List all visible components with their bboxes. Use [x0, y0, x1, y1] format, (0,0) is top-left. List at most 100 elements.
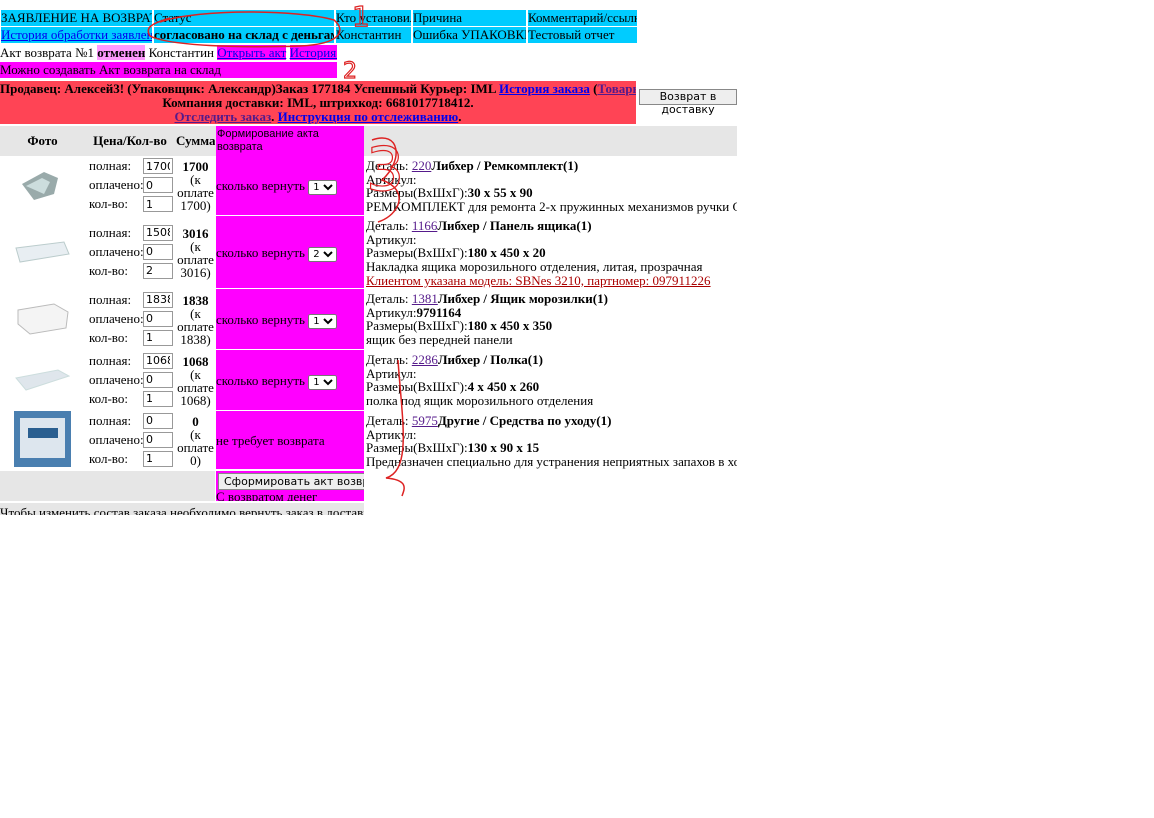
due-value: 1068 [180, 392, 207, 408]
return-cell: не требует возврата [216, 411, 364, 469]
paid-input[interactable] [143, 431, 173, 448]
qty-label: кол-во: [89, 329, 128, 345]
sizes-line: Размеры(ВхШхГ):180 x 450 x 350 [366, 319, 737, 333]
detail-line: Деталь: 5975Другие / Средства по уходу(1… [366, 414, 737, 428]
detail-line: Деталь: 1381Либхер / Ящик морозилки(1) [366, 292, 737, 306]
punct: ) [206, 392, 211, 408]
paid-input[interactable] [143, 243, 173, 260]
footer-note: Чтобы изменить состав заказа необходимо … [0, 503, 364, 515]
due-value: 1838 [180, 331, 207, 347]
sum-cell: 1838 (к оплате 1838) [176, 289, 215, 350]
can-create: Можно создавать Акт возврата на склад [0, 62, 337, 78]
qty-input[interactable] [143, 329, 173, 346]
detail-link[interactable]: 1166 [411, 219, 438, 233]
claim-history-link[interactable]: История обработки заявления [1, 27, 152, 42]
full-input[interactable] [143, 158, 173, 174]
due-label: (к оплате [177, 172, 214, 200]
order-line2: Компания доставки: IML, штрихкод: 668101… [162, 95, 474, 110]
paid-input[interactable] [143, 310, 173, 327]
paid-label: оплачено: [89, 371, 144, 387]
sizes-value: 4 x 450 x 260 [467, 379, 540, 395]
detail-link[interactable]: 5975 [411, 414, 438, 428]
sum-value: 1068 [182, 353, 209, 369]
full-label: полная: [89, 291, 132, 307]
due-note: (к оплате 3016) [176, 240, 215, 279]
order-line1: Продавец: Алексей3! (Упаковщик: Александ… [0, 82, 636, 96]
qty-label: кол-во: [89, 450, 128, 466]
due-label: (к оплате [177, 238, 214, 267]
claim-cell: ЗАЯВЛЕНИЕ НА ВОЗВРАТ: [1, 10, 152, 26]
due-note: (к оплате 0) [176, 428, 215, 467]
instruction-link[interactable]: Инструкция по отслеживанию [277, 109, 459, 124]
return-cell: сколько вернуть 1 [216, 350, 364, 410]
detail-name: Либхер / Ящик морозилки(1) [437, 292, 608, 306]
return-select[interactable]: 1 [308, 375, 338, 390]
return-select[interactable]: 2 [308, 247, 338, 262]
table-header: Цена/Кол-во [85, 126, 175, 156]
qty-input[interactable] [143, 450, 173, 467]
qty-input[interactable] [143, 390, 173, 407]
claim-cell: Константин [336, 27, 411, 43]
form-act-button[interactable]: Сформировать акт возврата [218, 473, 364, 490]
receipt-link[interactable]: Товарный чек [597, 81, 636, 96]
order-history-link[interactable]: История заказа [499, 81, 590, 96]
header-text: Формирование акта возврата [217, 128, 319, 153]
paid-input[interactable] [143, 371, 173, 388]
act-title: Акт возврата №1 [0, 45, 94, 60]
how-many-label: сколько вернуть [216, 178, 305, 193]
full-input[interactable] [143, 352, 173, 369]
full-label: полная: [89, 412, 132, 428]
article-line: Артикул: [366, 172, 737, 187]
claim-cell: Комментарий/ссылка [528, 10, 637, 26]
product-photo [14, 364, 71, 398]
claim-cell: Причина [413, 10, 526, 26]
act-history-link[interactable]: История акта [289, 45, 337, 60]
sizes-line: Размеры(ВхШхГ):30 x 55 x 90 [366, 186, 737, 200]
detail-link[interactable]: 2286 [411, 353, 438, 367]
sum-cell: 3016 (к оплате 3016) [176, 216, 215, 289]
claim-header: Комментарий/ссылка [528, 10, 637, 25]
article-value: 9791164 [416, 304, 462, 320]
header-text: Сумма [176, 133, 215, 148]
description: Предназначен специально для устранения н… [366, 454, 737, 470]
full-input[interactable] [143, 224, 173, 241]
detail-link[interactable]: 220 [411, 159, 432, 173]
paid-input[interactable] [143, 177, 173, 193]
due-note: (к оплате 1700) [176, 173, 215, 212]
sum-cell: 1068 (к оплате 1068) [176, 350, 215, 411]
bottom-row [0, 471, 215, 501]
description: ящик без передней панели [366, 332, 513, 348]
sum-cell: 0 (к оплате 0) [176, 411, 215, 470]
full-input[interactable] [143, 412, 173, 429]
product-photo [13, 411, 71, 470]
claim-header: ЗАЯВЛЕНИЕ НА ВОЗВРАТ: [1, 10, 152, 25]
sizes-value: 180 x 450 x 350 [467, 318, 553, 334]
detail-link[interactable]: 1381 [411, 292, 438, 306]
return-select[interactable]: 1 [308, 180, 338, 195]
punct: ) [196, 452, 201, 468]
detail-name: Другие / Средства по уходу(1) [437, 414, 612, 428]
paid-label: оплачено: [89, 310, 144, 326]
photo-cell [0, 350, 84, 411]
qty-input[interactable] [143, 262, 173, 279]
return-select[interactable]: 1 [308, 314, 338, 329]
order-line3: Отследить заказ. Инструкция по отслежива… [0, 110, 636, 124]
detail-cell: Деталь: 220Либхер / Ремкомплект(1) Артику… [366, 159, 737, 216]
claim-cell: согласовано на склад с деньгами [154, 27, 334, 43]
punct: ) [206, 264, 211, 280]
return-to-delivery-button[interactable]: Возврат в доставку [639, 89, 737, 116]
full-input[interactable] [143, 291, 173, 308]
track-link[interactable]: Отследить заказ [174, 109, 272, 124]
detail-cell: Деталь: 2286Либхер / Полка(1) Артикул: Раз… [366, 353, 737, 411]
photo-cell [0, 411, 84, 470]
due-label: (к оплате [177, 426, 214, 455]
qty-input[interactable] [143, 196, 173, 212]
description: Накладка ящика морозильного отделения, л… [366, 259, 703, 275]
bottom-magenta: Сформировать акт возвратаС возвратом ден… [216, 471, 364, 501]
detail-name: Либхер / Панель ящика(1) [437, 219, 592, 233]
client-note: Клиентом указана модель: SBNes 3210, пар… [366, 272, 711, 288]
return-cell: сколько вернуть 1 [216, 156, 364, 215]
how-many-label: сколько вернуть [216, 312, 305, 327]
open-act-link[interactable]: Открыть акт [217, 45, 287, 60]
article-line: Артикул: [366, 232, 737, 247]
